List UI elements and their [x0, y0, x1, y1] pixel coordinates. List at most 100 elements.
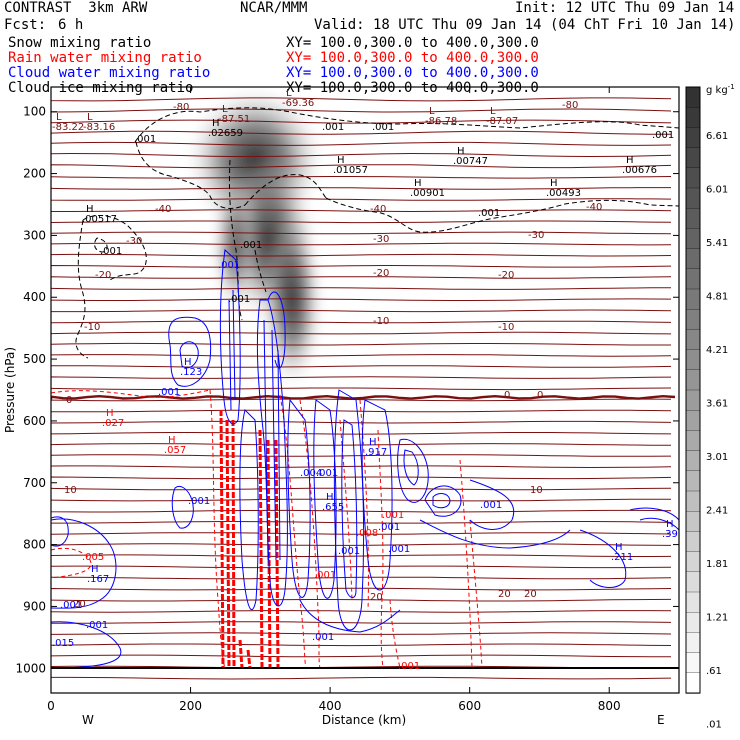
- temperature-contour: [51, 554, 672, 557]
- cloud-label: .001: [86, 620, 108, 631]
- temperature-contour: [51, 198, 672, 201]
- temperature-contour: [51, 598, 672, 602]
- temperature-contour: [51, 465, 672, 469]
- colorbar-tick-label: .61: [706, 666, 722, 677]
- colorbar-cell: [685, 167, 701, 189]
- max-min-marker: L: [286, 88, 292, 99]
- y-tick-label: 100: [23, 105, 46, 119]
- max-min-marker: H: [86, 204, 94, 215]
- west-label: W: [82, 713, 94, 727]
- temperature-label: -20: [373, 268, 389, 279]
- temperature-label: 10: [64, 485, 77, 496]
- max-min-value: -83.22: [52, 122, 84, 133]
- temperature-contour: [51, 643, 672, 647]
- forecast-label: Fcst:: [4, 17, 47, 33]
- max-min-marker: H: [337, 155, 345, 166]
- temperature-label: -20: [95, 270, 111, 281]
- colorbar-cell: [685, 531, 701, 553]
- temperature-label: -80: [173, 102, 189, 113]
- temperature-contour: [51, 509, 672, 513]
- max-min-value: -87.07: [486, 116, 518, 127]
- max-min-marker: H: [168, 435, 176, 446]
- rain-contour-labels: .005.001.001.008.001: [82, 510, 420, 672]
- y-tick-label: 300: [23, 228, 46, 242]
- colorbar-cell: [685, 329, 701, 351]
- ice-label: .001: [372, 122, 394, 133]
- max-min-marker: L: [87, 112, 93, 123]
- temperature-contour: [51, 119, 672, 124]
- ice-label: .001: [134, 134, 156, 145]
- colorbar-cell: [685, 571, 701, 593]
- colorbar-tick-label: 3.61: [706, 399, 728, 410]
- temperature-contour: [51, 276, 672, 279]
- cloud-label: .015: [52, 638, 74, 649]
- max-min-value: .01057: [333, 165, 368, 176]
- temperature-contour: [51, 443, 671, 446]
- colorbar-cell: [685, 652, 701, 674]
- plot-frame: [50, 86, 680, 694]
- colorbar-tick-label: 4.21: [706, 345, 728, 356]
- colorbar-cell: [685, 349, 701, 371]
- colorbar-cell: [685, 107, 701, 129]
- max-min-marker: L: [222, 104, 228, 115]
- colorbar-tick-label: 6.61: [706, 131, 728, 142]
- init-time: Init: 12 UTC Thu 09 Jan 14: [515, 0, 735, 16]
- colorbar-cell: [685, 268, 701, 290]
- temperature-label: -10: [498, 322, 514, 333]
- max-min-marker: L: [429, 106, 435, 117]
- forecast-hours: 6 h: [58, 17, 84, 33]
- colorbar-tick-label: 1.81: [706, 559, 728, 570]
- temperature-contour: [51, 420, 672, 424]
- temperature-contour: [51, 621, 672, 624]
- y-tick-label: 400: [23, 290, 46, 304]
- temperature-label: -40: [370, 204, 386, 215]
- ice-label: .001: [478, 208, 500, 219]
- snow-shading: [185, 87, 325, 390]
- ice-label: .001: [228, 294, 250, 305]
- temperature-label: -80: [562, 100, 578, 111]
- colorbar-cell: [685, 127, 701, 149]
- temperature-contour: [51, 409, 672, 413]
- max-min-value: .917: [365, 447, 387, 458]
- max-min-labels: L-83.22L-83.16L-87.51L-69.36L-86.78L-87.…: [52, 88, 678, 585]
- x-tick-label: 600: [458, 699, 481, 713]
- max-min-value: .02659: [208, 128, 243, 139]
- temperature-contour: [51, 376, 672, 379]
- ice-label: .001: [100, 246, 122, 257]
- colorbar-cell: [685, 248, 701, 270]
- colorbar-tick-label: .01: [706, 720, 722, 731]
- max-min-value: .39: [662, 529, 678, 540]
- temperature-contour: [51, 454, 672, 457]
- rain-label: .001: [398, 661, 420, 672]
- x-axis-title: Distance (km): [322, 713, 406, 727]
- ice-label: .001: [652, 130, 674, 141]
- cloud-label: .004: [300, 468, 322, 479]
- max-min-marker: L: [56, 112, 62, 123]
- temperature-label: 20: [370, 592, 383, 603]
- colorbar-cell: [685, 551, 701, 573]
- colorbar-cell: [685, 511, 701, 533]
- temperature-contour: [51, 187, 671, 190]
- temperature-contour: [51, 654, 671, 658]
- colorbar-cell: [685, 632, 701, 654]
- temperature-contour: [51, 498, 671, 502]
- rain-label: .001: [314, 570, 336, 581]
- rain-contours: [51, 389, 483, 669]
- max-min-value: -87.51: [218, 114, 250, 125]
- legend-cloud-name: Cloud water mixing ratio: [8, 65, 211, 81]
- y-tick-label: 600: [23, 414, 46, 428]
- colorbar-cell: [685, 410, 701, 432]
- colorbar-tick-label: 4.81: [706, 292, 728, 303]
- colorbar-cell: [685, 288, 701, 310]
- ice-label: .001: [322, 122, 344, 133]
- temperature-contour: [51, 354, 672, 357]
- max-min-marker: H: [615, 542, 623, 553]
- max-min-marker: H: [91, 564, 99, 575]
- colorbar-cell: [685, 369, 701, 391]
- rain-label: .005: [82, 552, 104, 563]
- colorbar-cell: [685, 228, 701, 250]
- temperature-contour: [51, 543, 672, 546]
- temperature-contour: [51, 520, 672, 524]
- temperature-label: -30: [373, 234, 389, 245]
- y-tick-label: 900: [23, 599, 46, 613]
